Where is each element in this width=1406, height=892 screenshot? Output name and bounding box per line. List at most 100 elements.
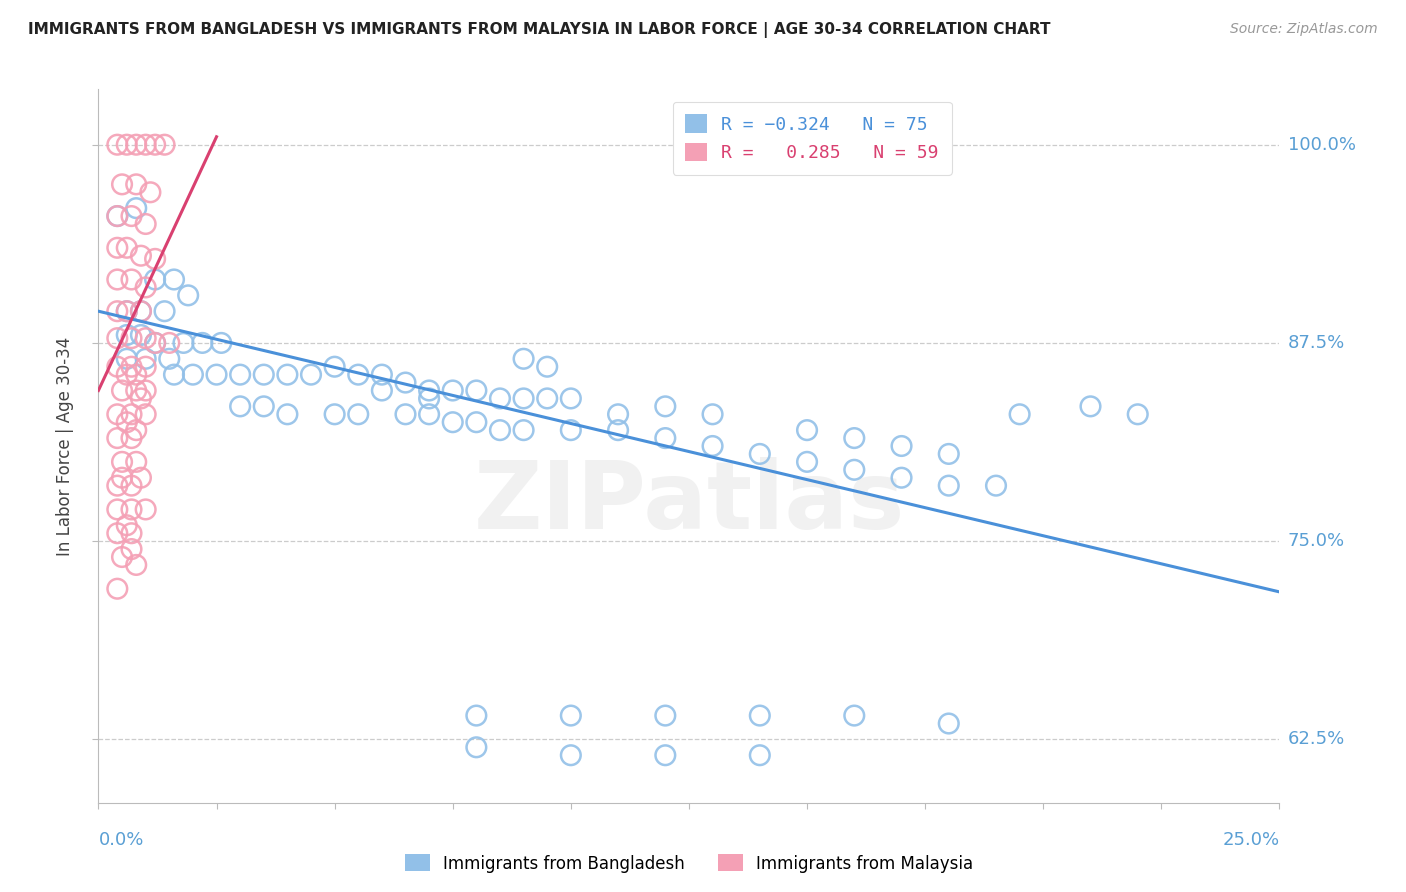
Point <box>125 201 148 215</box>
Point <box>796 423 818 437</box>
Point <box>177 288 200 302</box>
Point <box>890 439 912 453</box>
Point <box>276 368 298 382</box>
Point <box>111 384 134 398</box>
Point <box>253 368 276 382</box>
Point <box>560 423 582 437</box>
Point <box>489 392 512 406</box>
Point <box>129 392 152 406</box>
Point <box>129 304 152 318</box>
Point <box>125 455 148 469</box>
Point <box>143 252 166 266</box>
Point <box>115 137 138 152</box>
Point <box>129 471 152 485</box>
Point <box>536 392 558 406</box>
Point <box>347 368 370 382</box>
Point <box>121 431 143 445</box>
Text: 75.0%: 75.0% <box>1288 533 1346 550</box>
Text: 25.0%: 25.0% <box>1222 831 1279 849</box>
Point <box>441 384 464 398</box>
Point <box>135 280 157 294</box>
Point <box>143 335 166 350</box>
Point <box>172 335 194 350</box>
Text: 62.5%: 62.5% <box>1288 731 1346 748</box>
Point <box>163 368 186 382</box>
Point <box>135 407 157 421</box>
Point <box>105 241 128 255</box>
Point <box>115 368 138 382</box>
Point <box>938 447 960 461</box>
Point <box>229 400 252 414</box>
Point <box>129 304 152 318</box>
Text: 100.0%: 100.0% <box>1288 136 1355 153</box>
Point <box>276 407 298 421</box>
Point <box>115 241 138 255</box>
Point <box>111 178 134 192</box>
Point <box>121 526 143 541</box>
Point <box>890 471 912 485</box>
Point <box>157 335 180 350</box>
Point <box>748 447 770 461</box>
Point <box>135 502 157 516</box>
Point <box>441 415 464 429</box>
Point <box>702 439 724 453</box>
Point <box>129 249 152 263</box>
Point <box>121 359 143 374</box>
Point <box>418 407 440 421</box>
Point <box>654 431 676 445</box>
Point <box>115 328 138 343</box>
Point <box>465 415 488 429</box>
Point <box>105 272 128 286</box>
Point <box>105 431 128 445</box>
Point <box>748 748 770 763</box>
Point <box>394 407 416 421</box>
Point <box>371 368 394 382</box>
Point <box>143 335 166 350</box>
Point <box>105 137 128 152</box>
Text: 0.0%: 0.0% <box>98 831 143 849</box>
Point <box>844 431 866 445</box>
Point <box>844 463 866 477</box>
Point <box>157 351 180 366</box>
Point <box>115 304 138 318</box>
Point <box>984 478 1007 492</box>
Point <box>347 407 370 421</box>
Point <box>844 708 866 723</box>
Point <box>135 359 157 374</box>
Point <box>115 518 138 533</box>
Legend: Immigrants from Bangladesh, Immigrants from Malaysia: Immigrants from Bangladesh, Immigrants f… <box>398 847 980 880</box>
Point <box>121 209 143 223</box>
Point <box>105 209 128 223</box>
Point <box>209 335 232 350</box>
Point <box>105 407 128 421</box>
Point <box>323 407 346 421</box>
Point <box>105 331 128 345</box>
Point <box>418 392 440 406</box>
Point <box>135 351 157 366</box>
Point <box>1008 407 1031 421</box>
Point <box>938 478 960 492</box>
Point <box>465 708 488 723</box>
Point <box>121 331 143 345</box>
Point <box>253 400 276 414</box>
Text: 87.5%: 87.5% <box>1288 334 1346 352</box>
Point <box>560 748 582 763</box>
Text: ZIPatlas: ZIPatlas <box>474 457 904 549</box>
Point <box>111 471 134 485</box>
Text: IMMIGRANTS FROM BANGLADESH VS IMMIGRANTS FROM MALAYSIA IN LABOR FORCE | AGE 30-3: IMMIGRANTS FROM BANGLADESH VS IMMIGRANTS… <box>28 22 1050 38</box>
Point <box>1080 400 1102 414</box>
Point <box>135 137 157 152</box>
Point <box>371 384 394 398</box>
Point <box>125 368 148 382</box>
Point <box>115 304 138 318</box>
Point <box>1126 407 1149 421</box>
Point <box>560 708 582 723</box>
Point <box>512 351 534 366</box>
Point <box>536 359 558 374</box>
Point <box>135 217 157 231</box>
Point <box>111 549 134 564</box>
Point <box>153 304 176 318</box>
Point <box>143 272 166 286</box>
Point <box>105 526 128 541</box>
Point <box>607 407 630 421</box>
